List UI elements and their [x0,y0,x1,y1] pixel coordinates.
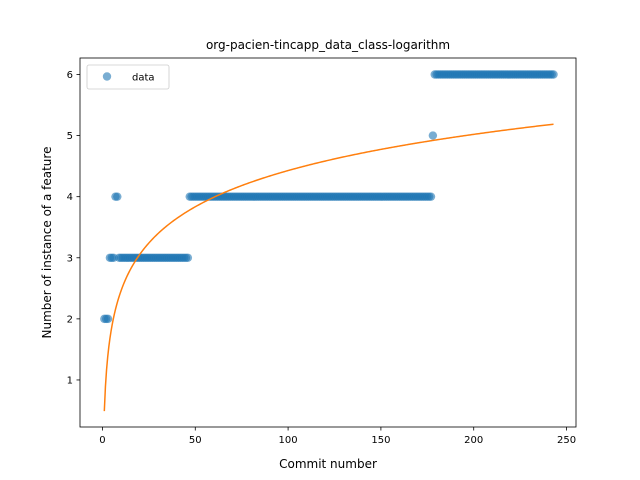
axes-frame [79,57,577,428]
fit-line [103,123,554,412]
legend-marker [102,72,112,81]
x-tick-label: 250 [557,435,576,446]
legend-box [86,64,170,90]
y-axis-title: Number of instance of a feature [40,147,54,339]
y-axis: 1 2 3 4 5 6 [67,70,80,386]
data-points [100,70,558,324]
x-axis-title: Commit number [279,457,377,471]
data-point [113,192,122,201]
y-tick-label: 1 [67,375,73,386]
x-tick-label: 150 [371,435,390,446]
data-point [428,131,438,140]
y-tick-label: 5 [67,131,73,142]
legend-label: data [132,73,155,84]
x-tick-label: 200 [464,435,483,446]
x-axis: 0 50 100 150 200 250 [99,427,576,446]
plot-area [100,70,558,412]
legend: data [86,64,170,90]
chart-title: org-pacien-tincapp_data_class-logarithm [206,38,450,52]
x-tick-label: 50 [189,435,202,446]
data-point [426,192,436,201]
x-tick-label: 0 [99,435,105,446]
y-tick-label: 3 [67,253,73,264]
y-tick-label: 4 [67,192,73,203]
x-tick-label: 100 [279,435,298,446]
data-point [549,70,558,79]
data-point [103,314,113,324]
y-tick-label: 2 [67,314,73,325]
data-point [183,253,193,262]
y-tick-label: 6 [67,70,73,81]
